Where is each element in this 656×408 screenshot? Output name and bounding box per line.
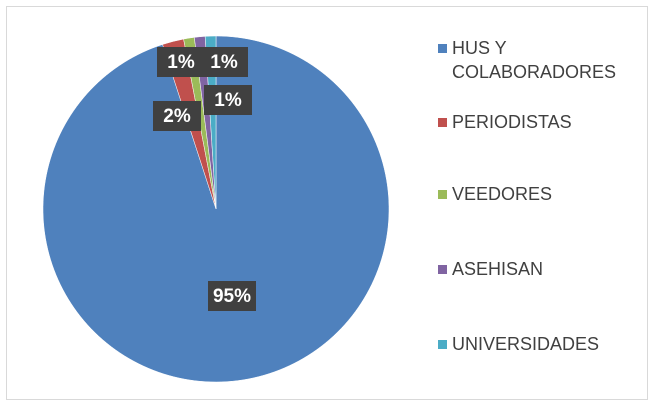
legend-swatch [438,340,447,349]
data-label: 1% [214,90,242,111]
data-label-box [204,85,252,115]
legend-item: VEEDORES [438,182,628,206]
legend-swatch [438,44,447,53]
legend-label: UNIVERSIDADES [452,334,600,354]
data-label: 95% [213,286,251,307]
legend-label: VEEDORES [452,184,553,204]
data-label: 1% [167,52,195,73]
legend-item: ASEHISAN [438,257,628,281]
legend-item: HUS Y COLABORADORES [438,36,628,84]
data-label-box [153,101,201,131]
legend-swatch [438,190,447,199]
pie-slice [204,35,217,210]
data-label-box [200,47,248,77]
legend-label: PERIODISTAS [452,112,572,132]
legend-label: ASEHISAN [452,259,544,279]
data-label: 2% [163,106,191,127]
data-label-box [157,47,205,77]
chart-frame [6,6,648,400]
data-label: 1% [210,52,238,73]
legend-swatch [438,118,447,127]
data-label-box [208,281,256,311]
legend-item: UNIVERSIDADES [438,332,628,356]
legend-item: PERIODISTAS [438,110,628,134]
legend-swatch [438,265,447,274]
legend-label: HUS Y COLABORADORES [452,38,617,82]
